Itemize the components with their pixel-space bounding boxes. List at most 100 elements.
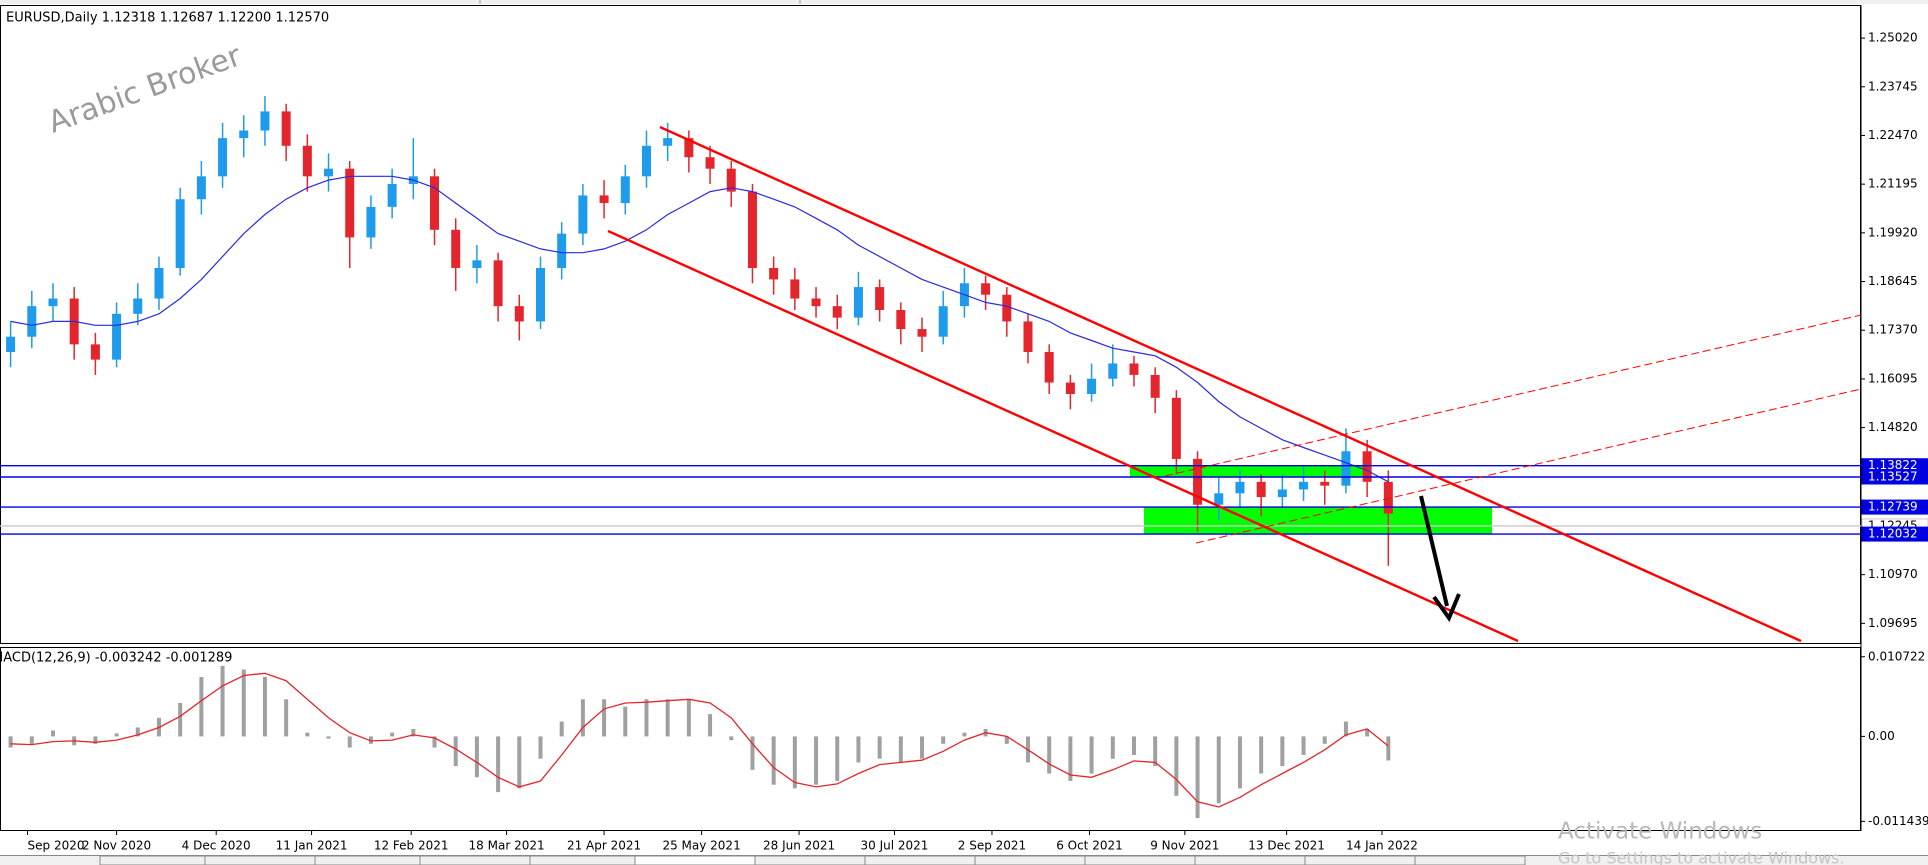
- candle-body: [1087, 378, 1097, 395]
- candle-body: [175, 199, 185, 268]
- candle-body: [599, 195, 609, 204]
- dashed-trend: [1195, 388, 1862, 544]
- candle-body: [48, 298, 58, 307]
- candle-body: [557, 233, 567, 268]
- macd-bar: [644, 699, 649, 737]
- objects-back: [1130, 465, 1492, 535]
- channel-upper: [659, 125, 1802, 643]
- y-tick-label: 0.00: [1868, 729, 1895, 743]
- macd-bar: [1110, 736, 1115, 759]
- macd-bar: [580, 699, 585, 737]
- candle-body: [196, 176, 206, 200]
- candle-body: [154, 267, 164, 299]
- candle-body: [981, 283, 991, 295]
- candle-body: [1171, 397, 1181, 459]
- candle-body: [896, 309, 906, 330]
- candle-body: [790, 279, 800, 299]
- macd-bar: [1386, 736, 1391, 761]
- candle-body: [1299, 481, 1309, 490]
- top-strip: [0, 0, 1928, 4]
- price-level-label: 1.12032: [1868, 527, 1918, 541]
- x-tick-label: 28 Jun 2021: [763, 839, 835, 853]
- candle-body: [6, 336, 16, 352]
- candle-body: [1193, 458, 1203, 505]
- macd-bar: [368, 736, 373, 744]
- y-tick-label: 1.10970: [1868, 567, 1918, 581]
- macd-bar: [93, 736, 98, 744]
- tab-active[interactable]: [634, 855, 756, 865]
- candle-body: [917, 329, 927, 337]
- y-tick-label: 1.14820: [1868, 420, 1918, 434]
- macd-bar: [962, 732, 967, 737]
- chart-header: EURUSD,Daily 1.12318 1.12687 1.12200 1.1…: [6, 11, 329, 26]
- candle-body: [1108, 363, 1118, 379]
- candle-body: [302, 145, 312, 177]
- y-tick-label: 0.010722: [1868, 649, 1925, 663]
- macd-bar: [326, 736, 331, 739]
- candle-body: [90, 344, 100, 360]
- macd-bar: [241, 669, 246, 737]
- y-tick-label: 1.09695: [1868, 616, 1918, 630]
- moving-average: [10, 175, 1389, 483]
- candle-body: [451, 229, 461, 268]
- candle-body: [641, 145, 651, 177]
- candles: [6, 96, 1393, 566]
- activation-title: Activate Windows: [1558, 819, 1762, 845]
- candle-body: [726, 168, 736, 192]
- candle-body: [366, 206, 376, 238]
- x-tick-label: 18 Mar 2021: [469, 839, 545, 853]
- candle-body: [1320, 481, 1330, 486]
- tab-bar: [0, 855, 1928, 865]
- x-tick-label: 2 Nov 2020: [82, 839, 151, 853]
- y-tick-label: 1.25020: [1868, 31, 1918, 45]
- candle-body: [472, 260, 482, 268]
- tabs: [99, 855, 1526, 865]
- macd-title: MACD(12,26,9) -0.003242 -0.001289: [0, 651, 232, 666]
- candle-body: [705, 157, 715, 169]
- candle-body: [1065, 382, 1075, 395]
- candle-body: [218, 138, 228, 177]
- macd-bar: [1301, 736, 1306, 755]
- candle-body: [684, 138, 694, 158]
- y-tick-label: 1.23745: [1868, 79, 1918, 93]
- candle-body: [1044, 351, 1054, 383]
- objects: [607, 125, 1862, 643]
- y-tick-label: 1.19920: [1868, 225, 1918, 239]
- candle-body: [1023, 321, 1033, 352]
- x-tick-label: Sep 2020: [28, 839, 85, 853]
- candle-body: [747, 191, 757, 268]
- macd-bar: [1174, 736, 1179, 796]
- candle-body: [27, 306, 37, 337]
- candle-body: [1214, 493, 1224, 505]
- x-tick-label: 4 Dec 2020: [182, 839, 251, 853]
- candle-body: [832, 306, 842, 318]
- macd-bar: [623, 706, 628, 737]
- candle-body: [430, 176, 440, 230]
- macd-bar: [135, 727, 140, 737]
- candle-body: [260, 111, 270, 131]
- candle-body: [811, 298, 821, 307]
- candle-body: [239, 130, 249, 139]
- macd-bar: [814, 736, 819, 785]
- candle-body: [493, 260, 503, 307]
- activation-hint: Go to Settings to activate Windows.: [1558, 849, 1845, 865]
- candle-body: [112, 313, 122, 360]
- macd-signal: [10, 672, 1389, 808]
- macd-bar: [432, 736, 437, 748]
- macd-bar: [877, 736, 882, 759]
- channel-lower: [607, 229, 1519, 643]
- y-tick-label: 1.22470: [1868, 128, 1918, 142]
- macd-bar: [1216, 736, 1221, 804]
- candle-body: [1235, 481, 1245, 494]
- macd-bar: [665, 699, 670, 737]
- candle-body: [853, 287, 863, 318]
- arrow-shaft: [1419, 495, 1449, 607]
- tab[interactable]: [1414, 855, 1526, 865]
- arrow-head: [1432, 593, 1461, 623]
- candle-body: [324, 168, 334, 177]
- macd-bar: [1131, 736, 1136, 755]
- macd-bar: [856, 736, 861, 763]
- price-level-box: [1861, 499, 1928, 515]
- macd-bar: [1280, 736, 1285, 767]
